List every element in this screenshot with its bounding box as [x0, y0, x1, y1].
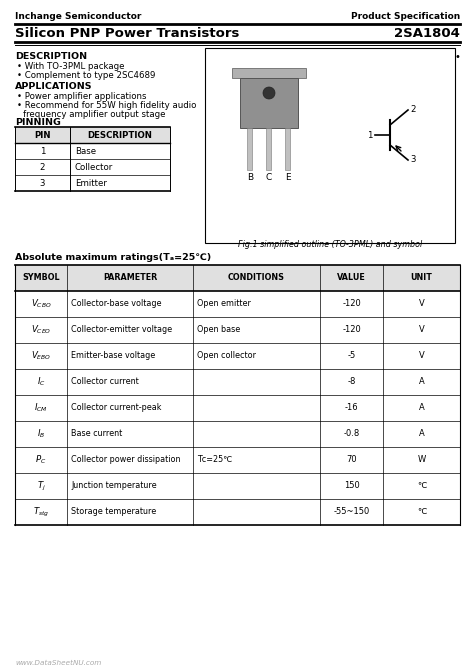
- Text: Junction temperature: Junction temperature: [71, 482, 156, 490]
- Text: -5: -5: [347, 352, 356, 360]
- Text: Absolute maximum ratings(Tₐ=25℃): Absolute maximum ratings(Tₐ=25℃): [15, 253, 211, 262]
- Text: $I_{CM}$: $I_{CM}$: [34, 402, 48, 414]
- Text: 70: 70: [346, 456, 357, 464]
- Bar: [205, 48, 455, 243]
- Bar: [240, 78, 298, 128]
- Text: PINNING: PINNING: [15, 118, 61, 127]
- Text: SYMBOL: SYMBOL: [22, 273, 60, 283]
- Text: www.DataSheetNU.com: www.DataSheetNU.com: [15, 660, 101, 666]
- Text: V: V: [419, 299, 424, 308]
- Text: $I_C$: $I_C$: [36, 376, 46, 388]
- Text: -55~150: -55~150: [333, 507, 370, 517]
- Text: C: C: [266, 173, 272, 182]
- Text: Tᴄ=25℃: Tᴄ=25℃: [197, 456, 232, 464]
- Text: 150: 150: [344, 482, 359, 490]
- Text: Base current: Base current: [71, 429, 122, 438]
- Text: Collector-emitter voltage: Collector-emitter voltage: [71, 326, 172, 334]
- Text: $T_{stg}$: $T_{stg}$: [33, 505, 49, 519]
- Text: A: A: [419, 429, 424, 438]
- Text: • With TO-3PML package: • With TO-3PML package: [17, 62, 125, 71]
- Text: Open emitter: Open emitter: [197, 299, 251, 308]
- Text: 3: 3: [410, 155, 416, 165]
- Text: Emitter: Emitter: [75, 178, 107, 188]
- Text: Collector power dissipation: Collector power dissipation: [71, 456, 181, 464]
- Text: Open base: Open base: [197, 326, 240, 334]
- Text: Collector-base voltage: Collector-base voltage: [71, 299, 162, 308]
- Text: A: A: [419, 377, 424, 387]
- Text: -120: -120: [342, 299, 361, 308]
- Text: CONDITIONS: CONDITIONS: [228, 273, 285, 283]
- Text: UNIT: UNIT: [410, 273, 432, 283]
- Text: 2: 2: [410, 105, 416, 115]
- Text: $V_{CEO}$: $V_{CEO}$: [31, 324, 51, 336]
- Text: Inchange Semiconductor: Inchange Semiconductor: [15, 12, 141, 21]
- Text: APPLICATIONS: APPLICATIONS: [15, 82, 92, 91]
- Text: 2: 2: [40, 163, 45, 172]
- Text: V: V: [419, 326, 424, 334]
- Text: Silicon PNP Power Transistors: Silicon PNP Power Transistors: [15, 27, 239, 40]
- Text: • Complement to type 2SC4689: • Complement to type 2SC4689: [17, 71, 155, 80]
- Text: 1: 1: [367, 131, 373, 139]
- Text: • Power amplifier applications: • Power amplifier applications: [17, 92, 146, 101]
- Bar: [247, 128, 253, 170]
- Text: DESCRIPTION: DESCRIPTION: [15, 52, 87, 61]
- Text: Base: Base: [75, 147, 96, 155]
- Text: -16: -16: [345, 403, 358, 413]
- Text: Open collector: Open collector: [197, 352, 256, 360]
- Text: ℃: ℃: [417, 482, 426, 490]
- Text: DESCRIPTION: DESCRIPTION: [88, 131, 153, 139]
- Text: V: V: [419, 352, 424, 360]
- Text: Product Specification: Product Specification: [351, 12, 460, 21]
- Bar: [15, 127, 170, 143]
- Text: A: A: [419, 403, 424, 413]
- Text: Fig.1 simplified outline (TO-3PML) and symbol: Fig.1 simplified outline (TO-3PML) and s…: [238, 240, 422, 249]
- Circle shape: [263, 87, 275, 99]
- Text: Collector: Collector: [75, 163, 113, 172]
- Bar: [15, 265, 460, 291]
- Text: •: •: [454, 52, 460, 62]
- Text: W: W: [418, 456, 426, 464]
- Text: Collector current: Collector current: [71, 377, 139, 387]
- Text: $P_C$: $P_C$: [36, 454, 46, 466]
- Text: • Recommend for 55W high fidelity audio: • Recommend for 55W high fidelity audio: [17, 101, 196, 110]
- Bar: [285, 128, 291, 170]
- Text: -120: -120: [342, 326, 361, 334]
- Text: Storage temperature: Storage temperature: [71, 507, 156, 517]
- Text: Collector current-peak: Collector current-peak: [71, 403, 162, 413]
- Text: B: B: [247, 173, 253, 182]
- Text: -8: -8: [347, 377, 356, 387]
- Bar: [266, 128, 272, 170]
- Text: PARAMETER: PARAMETER: [103, 273, 157, 283]
- Text: $I_B$: $I_B$: [37, 427, 45, 440]
- Text: -0.8: -0.8: [343, 429, 360, 438]
- Text: E: E: [285, 173, 291, 182]
- Bar: [232, 68, 306, 78]
- Text: Emitter-base voltage: Emitter-base voltage: [71, 352, 155, 360]
- Text: ℃: ℃: [417, 507, 426, 517]
- Text: PIN: PIN: [34, 131, 51, 139]
- Text: 2SA1804: 2SA1804: [394, 27, 460, 40]
- Text: frequency amplifier output stage: frequency amplifier output stage: [23, 110, 165, 119]
- Text: 3: 3: [40, 178, 45, 188]
- Text: VALUE: VALUE: [337, 273, 366, 283]
- Text: $V_{CBO}$: $V_{CBO}$: [31, 297, 51, 310]
- Text: 1: 1: [40, 147, 45, 155]
- Text: $T_j$: $T_j$: [36, 480, 46, 492]
- Text: $V_{EBO}$: $V_{EBO}$: [31, 350, 51, 362]
